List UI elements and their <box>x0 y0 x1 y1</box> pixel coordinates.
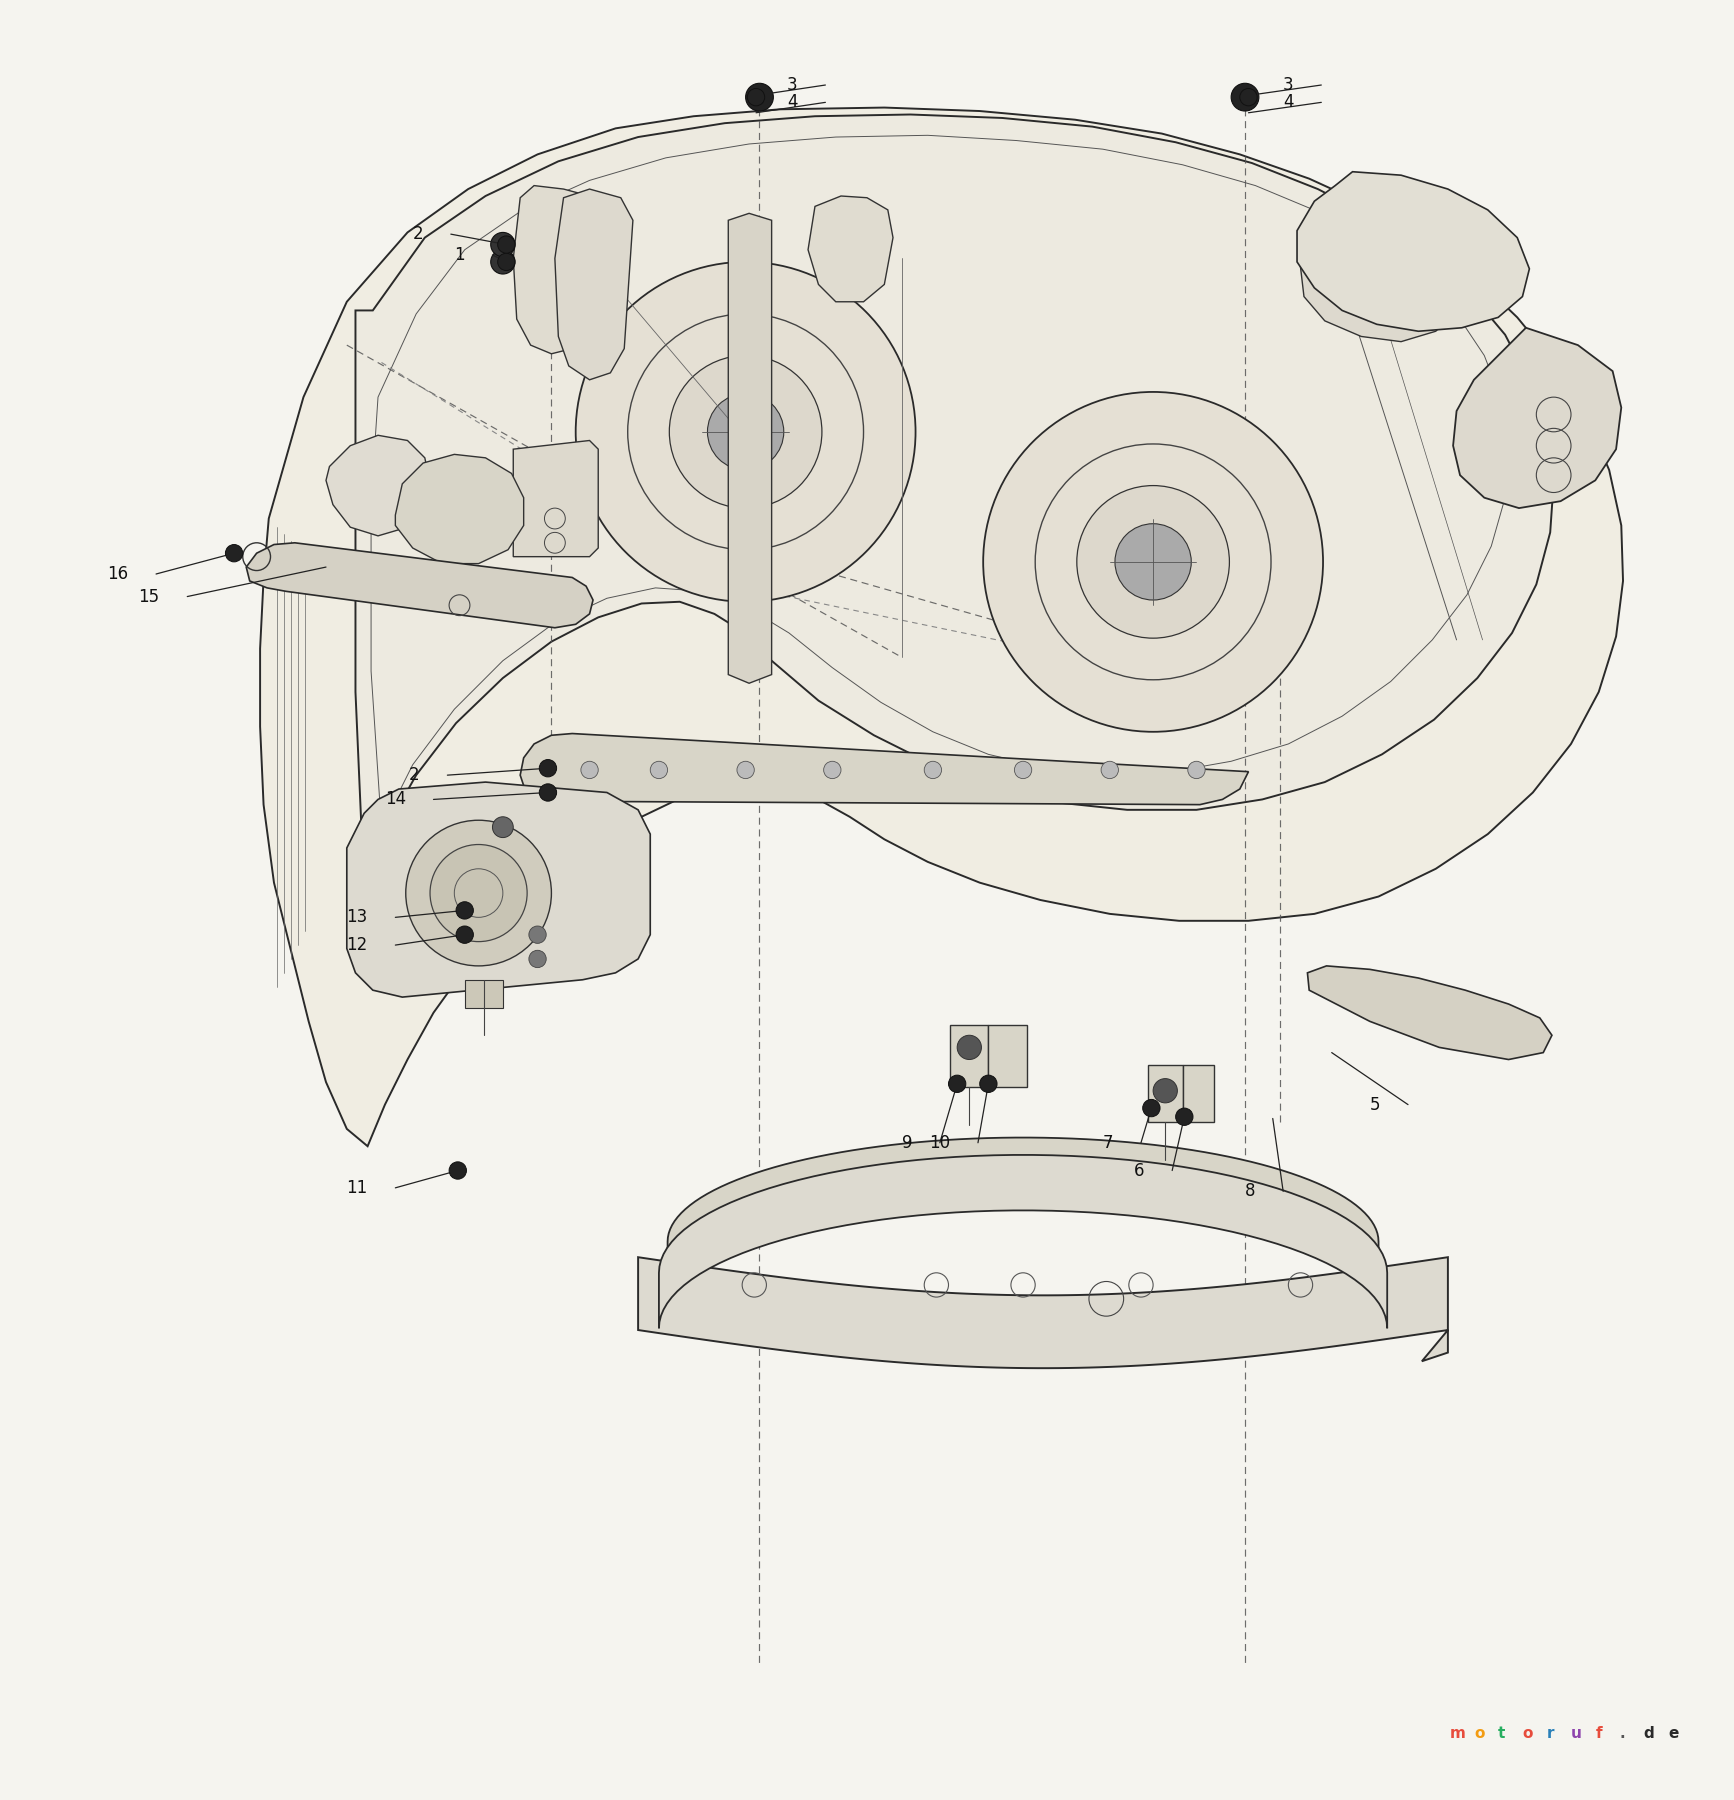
Polygon shape <box>1183 1066 1214 1121</box>
Polygon shape <box>1307 967 1552 1060</box>
Polygon shape <box>347 781 650 997</box>
Circle shape <box>1143 1100 1160 1116</box>
Text: 13: 13 <box>347 909 368 927</box>
Text: 8: 8 <box>1245 1183 1255 1201</box>
Polygon shape <box>513 441 598 556</box>
Circle shape <box>491 250 515 274</box>
Text: 2: 2 <box>409 767 420 785</box>
Text: 3: 3 <box>1283 76 1294 94</box>
Polygon shape <box>988 1024 1027 1087</box>
Circle shape <box>1077 486 1229 639</box>
Text: 9: 9 <box>902 1134 912 1152</box>
Text: 2: 2 <box>413 225 423 243</box>
Circle shape <box>581 761 598 779</box>
Circle shape <box>498 236 515 254</box>
Text: o: o <box>1474 1726 1484 1741</box>
Text: d: d <box>1644 1726 1654 1741</box>
Text: o: o <box>1522 1726 1533 1741</box>
Circle shape <box>576 261 916 601</box>
Text: .: . <box>1620 1726 1625 1741</box>
Polygon shape <box>659 1156 1387 1328</box>
Text: 16: 16 <box>108 565 128 583</box>
Circle shape <box>1153 1078 1177 1103</box>
Circle shape <box>824 761 841 779</box>
Text: 7: 7 <box>1103 1134 1113 1152</box>
Text: 10: 10 <box>929 1134 950 1152</box>
Circle shape <box>1101 761 1118 779</box>
Circle shape <box>1115 524 1191 599</box>
Circle shape <box>456 925 473 943</box>
Circle shape <box>498 254 515 270</box>
Circle shape <box>746 83 773 112</box>
Circle shape <box>529 925 546 943</box>
Polygon shape <box>326 436 430 536</box>
Polygon shape <box>808 196 893 302</box>
Text: 4: 4 <box>787 94 798 112</box>
Circle shape <box>456 902 473 920</box>
Circle shape <box>948 1075 966 1093</box>
Circle shape <box>707 394 784 470</box>
Text: u: u <box>1571 1726 1581 1741</box>
Text: 12: 12 <box>347 936 368 954</box>
Polygon shape <box>728 214 772 684</box>
Circle shape <box>225 545 243 562</box>
Text: r: r <box>1547 1726 1554 1741</box>
Text: f: f <box>1595 1726 1602 1741</box>
Circle shape <box>669 356 822 508</box>
Polygon shape <box>1300 214 1457 342</box>
Circle shape <box>430 844 527 941</box>
Circle shape <box>1176 1109 1193 1125</box>
Polygon shape <box>1148 1066 1183 1121</box>
Text: 5: 5 <box>1370 1096 1380 1114</box>
Polygon shape <box>465 979 503 1008</box>
Polygon shape <box>513 185 598 355</box>
Text: m: m <box>1450 1726 1465 1741</box>
Polygon shape <box>260 108 1623 1147</box>
Text: e: e <box>1668 1726 1679 1741</box>
Text: t: t <box>1498 1726 1505 1741</box>
Circle shape <box>957 1035 981 1060</box>
Polygon shape <box>520 734 1248 805</box>
Circle shape <box>650 761 668 779</box>
Circle shape <box>1231 83 1259 112</box>
Polygon shape <box>395 454 524 563</box>
Circle shape <box>539 783 557 801</box>
Circle shape <box>491 232 515 257</box>
Polygon shape <box>638 1256 1448 1368</box>
Text: 3: 3 <box>787 76 798 94</box>
Circle shape <box>539 760 557 778</box>
Circle shape <box>449 1161 466 1179</box>
Circle shape <box>924 761 942 779</box>
Text: 6: 6 <box>1134 1161 1144 1179</box>
Polygon shape <box>355 115 1554 889</box>
Text: 1: 1 <box>454 247 465 265</box>
Circle shape <box>1014 761 1032 779</box>
Circle shape <box>1188 761 1205 779</box>
Polygon shape <box>1453 328 1621 508</box>
Circle shape <box>747 88 765 106</box>
Text: 11: 11 <box>347 1179 368 1197</box>
Circle shape <box>1240 88 1257 106</box>
Polygon shape <box>1297 171 1529 331</box>
Polygon shape <box>555 189 633 380</box>
Polygon shape <box>246 544 593 628</box>
Text: 15: 15 <box>139 587 160 605</box>
Polygon shape <box>950 1024 988 1087</box>
Polygon shape <box>668 1138 1379 1294</box>
Circle shape <box>980 1075 997 1093</box>
Circle shape <box>737 761 754 779</box>
Circle shape <box>406 821 551 967</box>
Circle shape <box>983 392 1323 733</box>
Text: 4: 4 <box>1283 94 1294 112</box>
Circle shape <box>492 817 513 837</box>
Text: 14: 14 <box>385 790 406 808</box>
Circle shape <box>529 950 546 968</box>
